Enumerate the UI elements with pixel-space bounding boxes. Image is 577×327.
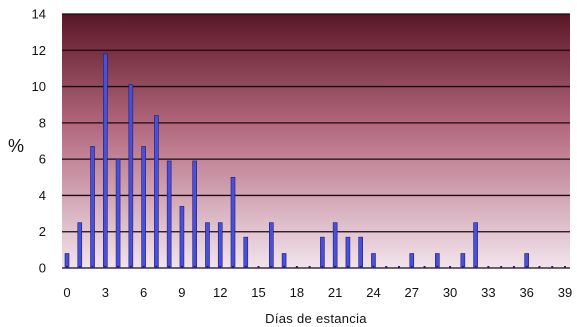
x-minor-tick — [257, 266, 260, 268]
bar — [179, 206, 185, 269]
x-tick-label: 3 — [102, 285, 109, 300]
bar — [77, 222, 83, 269]
x-minor-tick — [321, 266, 324, 268]
x-minor-tick — [334, 266, 337, 268]
y-tick-label: 0 — [39, 261, 46, 276]
x-axis-title: Días de estancia — [265, 311, 367, 326]
x-minor-tick — [66, 266, 68, 268]
y-axis-title: % — [8, 136, 24, 156]
x-tick-label: 36 — [519, 285, 533, 300]
x-tick-label: 9 — [178, 285, 185, 300]
x-minor-tick — [206, 266, 209, 268]
x-minor-tick — [219, 266, 222, 268]
y-tick-label: 10 — [32, 79, 46, 94]
x-tick-label: 33 — [481, 285, 495, 300]
x-minor-tick — [410, 266, 413, 268]
x-minor-tick — [500, 266, 503, 268]
grid-lines — [62, 13, 570, 269]
y-axis: 0 2 4 6 8 10 12 14 — [32, 7, 46, 276]
x-minor-tick — [308, 266, 311, 268]
bar — [217, 222, 223, 269]
x-minor-tick — [564, 266, 566, 268]
x-axis: 0 3 6 9 12 15 18 21 24 27 30 33 36 39 — [63, 266, 572, 300]
x-minor-tick — [91, 266, 94, 268]
x-tick-label: 12 — [213, 285, 227, 300]
bar — [128, 84, 134, 269]
x-tick-label: 6 — [140, 285, 147, 300]
y-tick-label: 14 — [32, 7, 46, 22]
bar — [154, 115, 159, 269]
x-minor-tick — [359, 266, 362, 268]
bar — [103, 53, 108, 269]
x-tick-label: 0 — [63, 285, 70, 300]
x-minor-tick — [538, 266, 541, 268]
x-minor-tick — [487, 266, 490, 268]
x-minor-tick — [525, 266, 528, 268]
x-minor-tick — [117, 266, 120, 268]
x-minor-tick — [372, 266, 375, 268]
x-minor-tick — [232, 266, 234, 268]
x-tick-label: 21 — [328, 285, 342, 300]
bar — [409, 253, 415, 269]
x-minor-tick — [129, 266, 132, 268]
bar — [281, 253, 287, 269]
x-minor-tick — [283, 266, 286, 268]
x-tick-label: 27 — [405, 285, 419, 300]
plot-background — [62, 14, 570, 268]
y-tick-label: 2 — [39, 224, 46, 239]
x-minor-tick — [436, 266, 439, 268]
bar — [358, 236, 363, 269]
bar — [205, 222, 210, 269]
x-minor-tick — [193, 266, 196, 268]
x-minor-tick — [449, 266, 452, 268]
x-minor-tick — [142, 266, 145, 268]
bar — [269, 222, 274, 269]
x-tick-label: 30 — [443, 285, 457, 300]
x-tick-label: 24 — [366, 285, 380, 300]
bar — [141, 146, 146, 269]
bar — [64, 253, 70, 269]
x-minor-tick — [78, 266, 81, 268]
bar — [345, 236, 351, 269]
y-tick-label: 6 — [39, 152, 46, 167]
x-minor-tick — [270, 266, 273, 268]
x-minor-tick — [398, 266, 400, 268]
x-minor-tick — [104, 266, 107, 268]
bar — [166, 160, 172, 269]
bar — [115, 158, 121, 269]
x-minor-tick — [461, 266, 464, 268]
x-minor-tick — [423, 266, 426, 268]
x-minor-tick — [168, 266, 171, 268]
x-minor-tick — [244, 266, 247, 268]
x-tick-label: 39 — [558, 285, 572, 300]
bar — [332, 222, 338, 269]
bar — [524, 253, 529, 269]
x-minor-tick — [385, 266, 388, 268]
x-minor-tick — [551, 266, 554, 268]
bar — [243, 236, 249, 269]
bar — [192, 160, 197, 269]
x-minor-tick — [180, 266, 183, 268]
bar — [230, 176, 236, 269]
x-minor-tick — [512, 266, 515, 268]
bar — [473, 222, 478, 269]
x-minor-tick — [346, 266, 349, 268]
x-tick-label: 18 — [290, 285, 304, 300]
y-tick-label: 8 — [39, 115, 46, 130]
y-tick-label: 12 — [32, 43, 46, 58]
x-tick-label: 15 — [251, 285, 265, 300]
bar — [371, 253, 376, 269]
bar — [90, 146, 95, 269]
x-minor-tick — [295, 266, 298, 268]
bar — [460, 253, 466, 269]
x-minor-tick — [155, 266, 158, 268]
y-tick-label: 4 — [39, 188, 46, 203]
x-minor-tick — [474, 266, 477, 268]
bar — [435, 253, 440, 269]
bar — [320, 236, 325, 269]
